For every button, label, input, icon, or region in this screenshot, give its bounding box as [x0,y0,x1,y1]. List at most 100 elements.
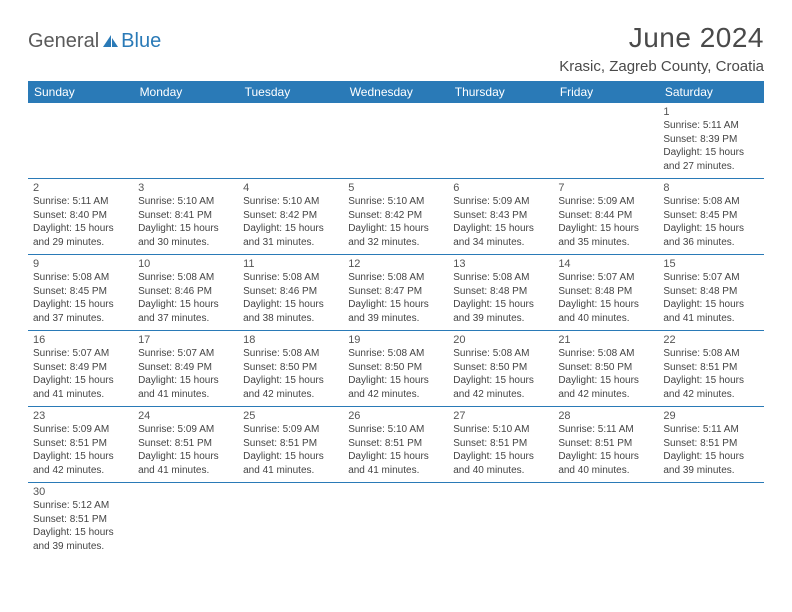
calendar-day-cell: 13Sunrise: 5:08 AMSunset: 8:48 PMDayligh… [448,255,553,331]
day-detail-line: Sunrise: 5:08 AM [663,347,758,361]
weekday-header-row: Sunday Monday Tuesday Wednesday Thursday… [28,81,764,103]
day-detail-line: Sunset: 8:49 PM [138,361,233,375]
day-detail-line: Sunrise: 5:07 AM [558,271,653,285]
calendar-week-row: 16Sunrise: 5:07 AMSunset: 8:49 PMDayligh… [28,331,764,407]
day-detail-line: and 41 minutes. [33,388,128,402]
calendar-week-row: 23Sunrise: 5:09 AMSunset: 8:51 PMDayligh… [28,407,764,483]
day-detail-line: Sunset: 8:49 PM [33,361,128,375]
day-detail-line: Sunset: 8:40 PM [33,209,128,223]
day-detail-line: Daylight: 15 hours [558,374,653,388]
day-detail-line: Sunset: 8:50 PM [243,361,338,375]
page-header: General Blue June 2024 Krasic, Zagreb Co… [28,22,764,75]
day-detail-line: Sunrise: 5:10 AM [348,423,443,437]
calendar-day-cell: 5Sunrise: 5:10 AMSunset: 8:42 PMDaylight… [343,179,448,255]
weekday-header: Sunday [28,81,133,103]
day-detail-line: Sunrise: 5:07 AM [663,271,758,285]
day-detail-line: Sunrise: 5:08 AM [243,347,338,361]
day-number: 18 [243,334,338,346]
day-detail-line: Daylight: 15 hours [33,374,128,388]
day-detail-line: and 29 minutes. [33,236,128,250]
day-number: 25 [243,410,338,422]
calendar-day-cell: 24Sunrise: 5:09 AMSunset: 8:51 PMDayligh… [133,407,238,483]
month-title: June 2024 [559,22,764,54]
day-detail-line: Sunset: 8:51 PM [243,437,338,451]
sail-icon [101,33,121,49]
calendar-day-cell: 14Sunrise: 5:07 AMSunset: 8:48 PMDayligh… [553,255,658,331]
brand-part1: General [28,30,99,53]
day-number: 23 [33,410,128,422]
day-detail-line: Sunrise: 5:07 AM [33,347,128,361]
day-detail-line: Daylight: 15 hours [663,298,758,312]
day-detail-line: Sunrise: 5:11 AM [558,423,653,437]
day-number: 6 [453,182,548,194]
day-detail-line: Sunset: 8:51 PM [663,361,758,375]
day-detail-line: Daylight: 15 hours [348,222,443,236]
day-number: 10 [138,258,233,270]
day-detail-line: Sunset: 8:51 PM [558,437,653,451]
day-number: 21 [558,334,653,346]
day-detail-line: Sunrise: 5:08 AM [348,271,443,285]
title-block: June 2024 Krasic, Zagreb County, Croatia [559,22,764,75]
calendar-day-cell [343,483,448,559]
calendar-page: General Blue June 2024 Krasic, Zagreb Co… [0,0,792,558]
weekday-header: Saturday [658,81,763,103]
day-number: 1 [663,106,758,118]
brand-logo: General Blue [28,22,161,53]
day-detail-line: and 42 minutes. [558,388,653,402]
calendar-day-cell [28,103,133,179]
day-number: 2 [33,182,128,194]
day-detail-line: Sunset: 8:39 PM [663,133,758,147]
day-number: 9 [33,258,128,270]
day-detail-line: Sunrise: 5:08 AM [453,271,548,285]
day-number: 17 [138,334,233,346]
day-detail-line: and 34 minutes. [453,236,548,250]
weekday-header: Wednesday [343,81,448,103]
day-detail-line: Daylight: 15 hours [453,450,548,464]
day-detail-line: Daylight: 15 hours [138,450,233,464]
day-detail-line: Sunset: 8:47 PM [348,285,443,299]
day-detail-line: Daylight: 15 hours [348,374,443,388]
day-number: 12 [348,258,443,270]
day-detail-line: Sunrise: 5:09 AM [558,195,653,209]
calendar-day-cell: 21Sunrise: 5:08 AMSunset: 8:50 PMDayligh… [553,331,658,407]
day-detail-line: Daylight: 15 hours [33,450,128,464]
day-number: 8 [663,182,758,194]
day-detail-line: and 35 minutes. [558,236,653,250]
day-detail-line: Daylight: 15 hours [138,222,233,236]
calendar-day-cell: 29Sunrise: 5:11 AMSunset: 8:51 PMDayligh… [658,407,763,483]
day-detail-line: Sunrise: 5:07 AM [138,347,233,361]
day-detail-line: Sunset: 8:46 PM [243,285,338,299]
calendar-day-cell [238,483,343,559]
day-detail-line: Daylight: 15 hours [663,450,758,464]
day-detail-line: Sunset: 8:48 PM [558,285,653,299]
calendar-day-cell: 3Sunrise: 5:10 AMSunset: 8:41 PMDaylight… [133,179,238,255]
day-detail-line: Sunrise: 5:08 AM [348,347,443,361]
day-detail-line: Daylight: 15 hours [243,450,338,464]
day-number: 5 [348,182,443,194]
calendar-day-cell: 17Sunrise: 5:07 AMSunset: 8:49 PMDayligh… [133,331,238,407]
day-detail-line: Daylight: 15 hours [453,374,548,388]
day-number: 13 [453,258,548,270]
calendar-day-cell: 19Sunrise: 5:08 AMSunset: 8:50 PMDayligh… [343,331,448,407]
day-number: 19 [348,334,443,346]
calendar-day-cell: 28Sunrise: 5:11 AMSunset: 8:51 PMDayligh… [553,407,658,483]
day-detail-line: Sunset: 8:51 PM [33,437,128,451]
calendar-day-cell [448,483,553,559]
day-detail-line: Sunrise: 5:08 AM [138,271,233,285]
calendar-day-cell: 25Sunrise: 5:09 AMSunset: 8:51 PMDayligh… [238,407,343,483]
calendar-day-cell [553,103,658,179]
day-detail-line: and 37 minutes. [33,312,128,326]
brand-part2: Blue [121,30,161,53]
day-detail-line: and 41 minutes. [348,464,443,478]
day-detail-line: Daylight: 15 hours [453,298,548,312]
day-detail-line: Daylight: 15 hours [33,222,128,236]
day-detail-line: Daylight: 15 hours [558,222,653,236]
day-detail-line: and 32 minutes. [348,236,443,250]
day-detail-line: Daylight: 15 hours [33,298,128,312]
day-detail-line: and 37 minutes. [138,312,233,326]
day-detail-line: Sunrise: 5:10 AM [138,195,233,209]
day-detail-line: Daylight: 15 hours [663,146,758,160]
day-detail-line: Sunset: 8:45 PM [663,209,758,223]
calendar-day-cell: 30Sunrise: 5:12 AMSunset: 8:51 PMDayligh… [28,483,133,559]
day-detail-line: and 40 minutes. [558,312,653,326]
